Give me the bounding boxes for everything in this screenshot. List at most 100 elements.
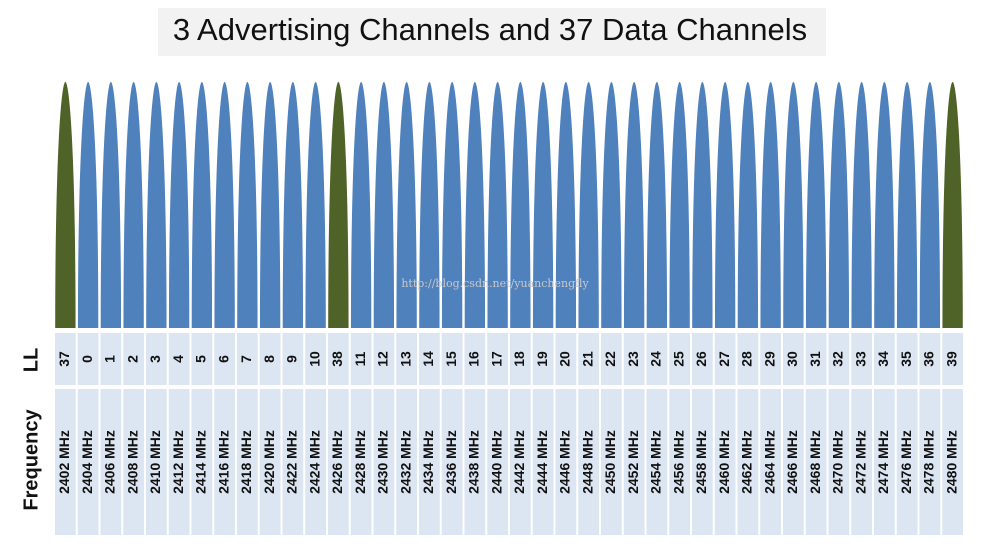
- frequency: 2416 MHz: [215, 430, 231, 494]
- ll-number: 7: [238, 355, 254, 363]
- frequency-cell: [419, 389, 440, 535]
- channel-peak: [191, 82, 213, 328]
- ll-cell: [487, 333, 508, 385]
- ll-cell: [555, 333, 577, 385]
- ll-number: 5: [193, 355, 209, 363]
- ll-number: 34: [875, 351, 891, 367]
- ll-number: 1: [102, 355, 118, 363]
- ll-number: 17: [488, 351, 504, 367]
- frequency-cell: [623, 389, 645, 535]
- channel-peak: [419, 82, 440, 328]
- ll-cell: [305, 333, 326, 385]
- channel-peak: [555, 82, 577, 328]
- frequency-cell: [896, 389, 918, 535]
- ll-cell: [123, 333, 144, 385]
- frequency-cell: [737, 389, 759, 535]
- ll-number: 14: [420, 351, 436, 367]
- frequency-cell: [646, 389, 668, 535]
- frequency: 2426 MHz: [329, 430, 345, 494]
- ll-number: 11: [352, 351, 368, 366]
- ll-number: 32: [830, 351, 846, 367]
- ll-cell: [77, 333, 99, 385]
- ll-number: 22: [602, 351, 618, 367]
- frequency: 2430 MHz: [375, 430, 391, 494]
- ll-number: 27: [716, 351, 732, 367]
- row-label: LL: [20, 348, 42, 372]
- frequency-cell: [282, 389, 304, 535]
- channel-peak: [669, 82, 690, 328]
- ll-cell: [532, 333, 554, 385]
- ll-cell: [714, 333, 736, 385]
- frequency-cell: [510, 389, 531, 535]
- frequency: 2442 MHz: [511, 430, 527, 494]
- ll-cell: [896, 333, 918, 385]
- frequency-cell: [100, 389, 122, 535]
- channel-peak: [805, 82, 827, 328]
- channel-peak: [441, 82, 463, 328]
- frequency-cell: [578, 389, 599, 535]
- channel-peak: [896, 82, 918, 328]
- frequency: 2412 MHz: [170, 430, 186, 494]
- title-box: [158, 8, 826, 56]
- title: 3 Advertising Channels and 37 Data Chann…: [173, 12, 807, 47]
- channel-peaks: [55, 82, 963, 328]
- frequency: 2422 MHz: [284, 430, 300, 494]
- ll-number: 38: [329, 351, 345, 367]
- ll-number: 8: [261, 355, 277, 363]
- frequency: 2410 MHz: [147, 430, 163, 494]
- frequency: 2480 MHz: [943, 430, 959, 494]
- ll-cell: [282, 333, 304, 385]
- channel-peak: [77, 82, 99, 328]
- ll-number: 26: [693, 351, 709, 367]
- ll-cell: [259, 333, 281, 385]
- frequency: 2458 MHz: [693, 430, 709, 494]
- ll-number: 12: [375, 351, 391, 367]
- row-label: Frequency: [20, 409, 42, 511]
- channel-peak: [783, 82, 804, 328]
- channel-peak: [760, 82, 781, 328]
- ll-cell: [510, 333, 531, 385]
- channel-peak: [737, 82, 759, 328]
- channel-peak: [123, 82, 144, 328]
- channel-peak: [601, 82, 622, 328]
- frequency-cell: [373, 389, 395, 535]
- channel-peak: [646, 82, 668, 328]
- ll-number: 15: [443, 351, 459, 367]
- channel-peak: [623, 82, 645, 328]
- channel-peak: [942, 82, 963, 328]
- frequency-cell: [714, 389, 736, 535]
- ll-cell: [692, 333, 713, 385]
- frequency: 2414 MHz: [193, 430, 209, 494]
- frequency: 2478 MHz: [921, 430, 937, 494]
- frequency: 2454 MHz: [648, 430, 664, 494]
- channel-peak: [100, 82, 122, 328]
- channel-peak: [396, 82, 417, 328]
- frequency: 2452 MHz: [625, 430, 641, 494]
- channel-peak: [532, 82, 554, 328]
- frequency: 2424 MHz: [306, 430, 322, 494]
- frequency: 2468 MHz: [807, 430, 823, 494]
- ll-number: 28: [739, 351, 755, 367]
- frequency-cell: [146, 389, 167, 535]
- ll-cell: [441, 333, 463, 385]
- frequency-cell: [464, 389, 486, 535]
- ll-cell: [783, 333, 804, 385]
- frequency: 2432 MHz: [397, 430, 413, 494]
- frequency-cell: [259, 389, 281, 535]
- frequency-cell: [214, 389, 235, 535]
- frequency-cell: [601, 389, 622, 535]
- frequency: 2402 MHz: [56, 430, 72, 494]
- channel-peak: [851, 82, 872, 328]
- ll-number: 39: [943, 351, 959, 367]
- frequency-cell: [350, 389, 372, 535]
- frequency-cell: [191, 389, 213, 535]
- frequency-cell: [237, 389, 258, 535]
- channel-peak: [874, 82, 895, 328]
- frequency-cell: [669, 389, 690, 535]
- frequency: 2472 MHz: [852, 430, 868, 494]
- ll-cell: [55, 333, 76, 385]
- frequency: 2446 MHz: [557, 430, 573, 494]
- frequency: 2420 MHz: [261, 430, 277, 494]
- frequency: 2460 MHz: [716, 430, 732, 494]
